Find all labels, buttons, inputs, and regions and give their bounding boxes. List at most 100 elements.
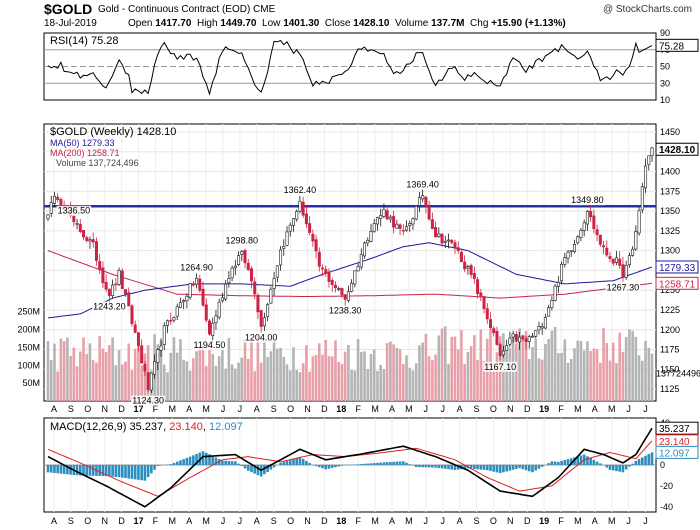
macd-histogram-bar	[104, 465, 108, 477]
rsi-tag: 75.28	[659, 41, 684, 52]
volume-bar	[592, 348, 596, 401]
candle-body	[124, 289, 128, 295]
macd-histogram-bar	[340, 465, 344, 466]
volume-bar	[363, 351, 366, 401]
volume-bar	[508, 347, 512, 401]
volume-bar	[188, 370, 192, 401]
rsi-tag-box	[655, 38, 699, 52]
volume-bar	[234, 368, 237, 401]
candle-body	[363, 242, 367, 257]
macd-histogram-bar	[156, 465, 160, 467]
candle-body	[527, 336, 531, 342]
volume-bar	[527, 359, 531, 401]
macd-histogram-bar	[527, 465, 531, 472]
macd-histogram-bar	[150, 465, 153, 474]
month-label: M	[608, 404, 616, 414]
macd-histogram-bar	[485, 465, 489, 471]
annotation-bg	[243, 332, 279, 343]
volume-bar	[124, 361, 127, 401]
candle-body	[166, 320, 170, 326]
high-value: 1449.70	[220, 18, 257, 29]
hist-tag-box	[655, 445, 699, 459]
macd-histogram-bar	[518, 465, 521, 469]
candle-body	[333, 284, 337, 289]
candle-body	[434, 227, 438, 238]
volume-bar	[401, 364, 405, 401]
volume-bar	[595, 349, 599, 401]
macd-month-label: S	[271, 516, 277, 526]
volume-bar	[473, 335, 476, 401]
volume-bar	[408, 367, 412, 401]
volume-y-tick: 100M	[17, 360, 40, 370]
volume-bar	[46, 340, 50, 401]
volume-bar	[469, 346, 473, 401]
volume-bar	[418, 345, 421, 401]
volume-bar	[557, 353, 560, 401]
macd-histogram-bar	[188, 456, 192, 465]
candle-body	[227, 278, 231, 284]
candle-body	[602, 245, 606, 248]
macd-histogram-bar	[618, 465, 622, 472]
rsi-title: RSI(14) 75.28	[50, 35, 118, 47]
volume-bar	[414, 363, 418, 401]
volume-bar	[295, 369, 299, 401]
macd-histogram-bar	[46, 465, 50, 473]
volume-bar	[308, 371, 311, 401]
macd-histogram-bar	[243, 465, 247, 469]
candle-body	[508, 337, 512, 345]
candle-body	[291, 218, 295, 226]
volume-bar	[314, 354, 318, 401]
candle-body	[582, 222, 586, 231]
candle-body	[182, 300, 186, 303]
candle-body	[579, 229, 583, 238]
month-label: 17	[133, 404, 143, 414]
candle-body	[111, 284, 115, 297]
macd-month-label: 19	[539, 516, 549, 526]
candle-body	[650, 147, 654, 157]
month-label: J	[626, 404, 631, 414]
ma50-tag-box	[655, 260, 699, 274]
candle-body	[627, 255, 631, 265]
volume-bar	[72, 347, 76, 401]
candle-body	[104, 281, 108, 290]
macd-histogram-bar	[318, 465, 321, 468]
candle-body	[592, 215, 596, 230]
price-annotation: 1243.20	[93, 302, 126, 312]
macd-month-label: F	[558, 516, 564, 526]
candle-body	[505, 345, 509, 351]
ma200-line	[47, 250, 653, 299]
volume-bar	[495, 352, 499, 401]
candle-body	[427, 205, 431, 220]
macd-histogram-bar	[482, 465, 486, 470]
volume-bar	[133, 348, 137, 401]
month-label: J	[221, 404, 226, 414]
volume-bar	[537, 358, 541, 401]
macd-histogram-bar	[476, 465, 479, 470]
month-label: M	[371, 404, 379, 414]
rsi-y-tick: 30	[660, 78, 670, 88]
price-annotation: 1124.30	[132, 396, 164, 406]
macd-title-sep1: ,	[163, 421, 169, 433]
volume-bar	[492, 362, 496, 401]
macd-month-label: N	[507, 516, 514, 526]
volume-bar	[114, 365, 118, 401]
macd-histogram-bar	[253, 465, 257, 474]
price-annotation: 1369.40	[406, 180, 439, 190]
volume-bar	[521, 334, 525, 401]
volume-y-tick: 50M	[22, 378, 40, 388]
month-label: A	[51, 404, 57, 414]
month-label: O	[490, 404, 497, 414]
volume-bar	[460, 330, 463, 401]
macd-month-label: S	[68, 516, 74, 526]
macd-histogram-bar	[146, 465, 150, 478]
macd-histogram-bar	[366, 463, 370, 465]
macd-histogram-bar	[114, 465, 118, 477]
month-label: O	[287, 404, 294, 414]
volume-bar	[379, 364, 382, 401]
candle-body	[498, 344, 502, 357]
volume-bar	[211, 353, 215, 401]
volume-bar	[292, 347, 295, 401]
volume-bar	[553, 327, 557, 401]
macd-histogram-bar	[447, 465, 450, 470]
